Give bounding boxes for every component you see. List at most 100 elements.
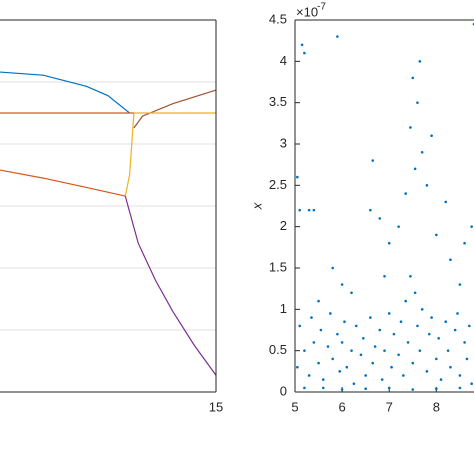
point [343, 320, 346, 324]
point [420, 150, 424, 154]
x-tick-label: 5 [291, 399, 298, 414]
point [413, 291, 417, 295]
point [352, 382, 356, 386]
point [338, 370, 342, 373]
point [397, 225, 400, 228]
point [303, 349, 306, 352]
point [413, 167, 417, 171]
point [307, 374, 311, 377]
point [463, 241, 466, 245]
point [383, 274, 386, 278]
point [444, 200, 448, 204]
point [296, 365, 299, 369]
point [369, 316, 372, 319]
point [467, 324, 471, 328]
point [397, 353, 400, 357]
point [425, 184, 429, 187]
point [458, 283, 462, 286]
series-line [124, 112, 135, 197]
point [350, 291, 353, 295]
point [470, 225, 473, 228]
series-line [124, 195, 217, 376]
point [298, 208, 302, 212]
y-tick-label: 1 [280, 301, 287, 316]
point [310, 316, 313, 319]
y-tick-label: 4 [280, 53, 287, 68]
point [418, 60, 422, 63]
point [387, 241, 391, 245]
point [296, 175, 299, 179]
point [303, 51, 306, 55]
point [458, 374, 462, 377]
y-tick-label: 0.5 [269, 342, 287, 357]
x-tick-label: 6 [338, 399, 345, 414]
point [392, 332, 396, 336]
point [458, 386, 462, 390]
point [411, 388, 415, 391]
x-tick-label: 7 [386, 399, 393, 414]
point [409, 126, 412, 129]
x-tick-label: 15 [209, 399, 223, 414]
point [362, 336, 365, 340]
point [378, 328, 382, 332]
point [390, 365, 393, 369]
point [300, 43, 304, 47]
point [331, 357, 334, 361]
point [411, 76, 415, 80]
point [463, 341, 466, 344]
series-line [0, 169, 126, 197]
point [336, 332, 339, 336]
point [418, 349, 422, 352]
y-scale-base: ×10 [296, 4, 318, 19]
y-tick-label: 1.5 [269, 259, 287, 274]
point [387, 386, 391, 390]
point [404, 299, 407, 303]
point [303, 386, 306, 390]
point [404, 192, 407, 195]
point [456, 312, 459, 315]
y-tick-label: 0 [280, 383, 287, 398]
point [399, 320, 403, 324]
point [359, 353, 363, 357]
point [321, 378, 325, 381]
point [387, 312, 391, 315]
y-tick-label: 3 [280, 135, 287, 150]
point [416, 324, 419, 328]
point [430, 134, 433, 138]
point [409, 274, 412, 278]
point [449, 365, 452, 369]
point [319, 328, 323, 332]
point [416, 101, 419, 104]
point [380, 378, 384, 381]
left-axes: 1234515 [0, 19, 223, 414]
y-scale-exponent: -7 [317, 2, 326, 13]
point [307, 208, 311, 212]
point [420, 308, 424, 311]
point [406, 341, 410, 344]
point [371, 159, 375, 162]
series-line [133, 89, 217, 129]
point [350, 349, 353, 352]
point [371, 361, 375, 365]
point [430, 316, 433, 319]
point [383, 349, 386, 352]
right-axes: 0 0.5 1 1.5 2 2.5 3 3.5 4 4.5 5 6 7 8 x ×10-7 [249, 2, 474, 414]
point [340, 341, 344, 344]
point [435, 357, 438, 361]
series-line [0, 71, 130, 114]
point [411, 361, 415, 365]
point [317, 299, 320, 303]
point [369, 208, 372, 212]
point [465, 357, 469, 361]
x-tick-label: 8 [433, 399, 440, 414]
point [435, 233, 438, 237]
y-tick-label: 2.5 [269, 177, 287, 192]
point [340, 388, 344, 391]
point [336, 35, 339, 38]
point [449, 258, 452, 262]
point [326, 345, 330, 348]
point [402, 374, 405, 377]
point [453, 328, 457, 332]
